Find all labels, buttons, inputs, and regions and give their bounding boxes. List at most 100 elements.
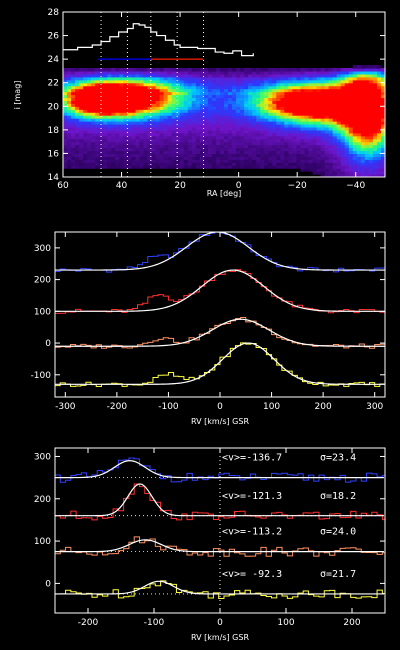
heatmap-cell [328,165,334,169]
heatmap-cell [368,162,374,166]
heatmap-cell [199,67,205,72]
heatmap-cell [360,112,366,116]
heatmap-cell [127,88,133,93]
heatmap-cell [123,150,128,155]
heatmap-cell [195,73,201,78]
heatmap-cell [380,123,385,128]
heatmap-cell [175,106,181,110]
heatmap-cell [364,88,370,93]
heatmap-cell [63,70,68,75]
fit-curve [55,342,385,385]
heatmap-cell [219,165,225,169]
heatmap-cell [127,112,133,116]
heatmap-cell [368,106,374,110]
heatmap-cell [211,150,217,155]
heatmap-cell [368,171,374,175]
heatmap-cell [324,67,330,72]
heatmap-cell [276,132,281,137]
heatmap-cell [360,135,366,140]
heatmap-cell [203,123,209,128]
heatmap-cell [376,123,382,128]
heatmap-cell [135,150,141,155]
heatmap-cell [147,138,153,143]
heatmap-cell [175,147,181,152]
heatmap-cell [83,109,88,113]
x-tick-label: 40 [116,181,128,191]
heatmap-cell [143,153,149,157]
heatmap-cell [63,88,68,93]
top-frame [62,11,386,178]
heatmap-cell [107,138,112,143]
heatmap-cell [151,76,157,81]
heatmap-cell [171,141,177,146]
heatmap-cell [360,65,366,69]
heatmap-cell [280,147,285,152]
heatmap-cell [211,106,217,110]
heatmap-cell [203,91,209,96]
heatmap-cell [240,94,245,99]
heatmap-cell [236,76,241,81]
heatmap-cell [203,85,209,90]
heatmap-cell [199,115,205,119]
heatmap-cell [163,156,169,160]
heatmap-cell [340,138,346,143]
heatmap-cell [316,70,322,75]
heatmap-cell [107,97,112,101]
heatmap-cell [127,121,133,125]
heatmap-cell [139,97,145,101]
heatmap-cell [368,100,374,104]
heatmap-cell [75,103,80,107]
heatmap-cell [312,97,318,101]
heatmap-cell [187,85,193,90]
heatmap-cell [268,85,273,90]
heatmap-cell [368,65,374,69]
heatmap-cell [348,126,354,131]
heatmap-cell [167,159,173,163]
heatmap-cell [151,97,157,101]
heatmap-cell [288,91,294,96]
heatmap-cell [119,126,124,131]
heatmap-cell [119,156,124,160]
heatmap-cell [195,70,201,75]
heatmap-cell [376,171,382,175]
heatmap-cell [260,115,265,119]
heatmap-cell [296,138,302,143]
heatmap-cell [107,123,112,128]
heatmap-cell [264,103,269,107]
heatmap-cell [195,121,201,125]
x-tick-label: 0 [236,181,242,191]
heatmap-cell [244,112,249,116]
heatmap-cell [67,97,72,101]
heatmap-cell [127,70,133,75]
heatmap-cell [163,79,169,84]
heatmap-cell [67,85,72,90]
heatmap-cell [159,88,165,93]
heatmap-cell [304,118,310,122]
heatmap-cell [191,88,197,93]
heatmap-cell [268,150,273,155]
heatmap-cell [183,121,189,125]
heatmap-cell [332,141,338,146]
heatmap-cell [276,85,281,90]
heatmap-cell [115,165,120,169]
heatmap-cell [360,67,366,72]
heatmap-cell [139,67,145,72]
heatmap-cell [360,126,366,131]
heatmap-cell [296,156,302,160]
heatmap-cell [79,138,84,143]
heatmap-cell [155,91,161,96]
heatmap-cell [328,88,334,93]
heatmap-cell [232,70,237,75]
heatmap-cell [324,85,330,90]
heatmap-cell [95,123,100,128]
heatmap-cell [372,129,378,134]
heatmap-cell [107,150,112,155]
heatmap-cell [340,115,346,119]
heatmap-cell [119,118,124,122]
heatmap-cell [264,132,269,137]
heatmap-cell [167,150,173,155]
heatmap-cell [203,79,209,84]
heatmap-cell [284,67,289,72]
heatmap-cell [203,156,209,160]
heatmap-cell [248,153,253,157]
